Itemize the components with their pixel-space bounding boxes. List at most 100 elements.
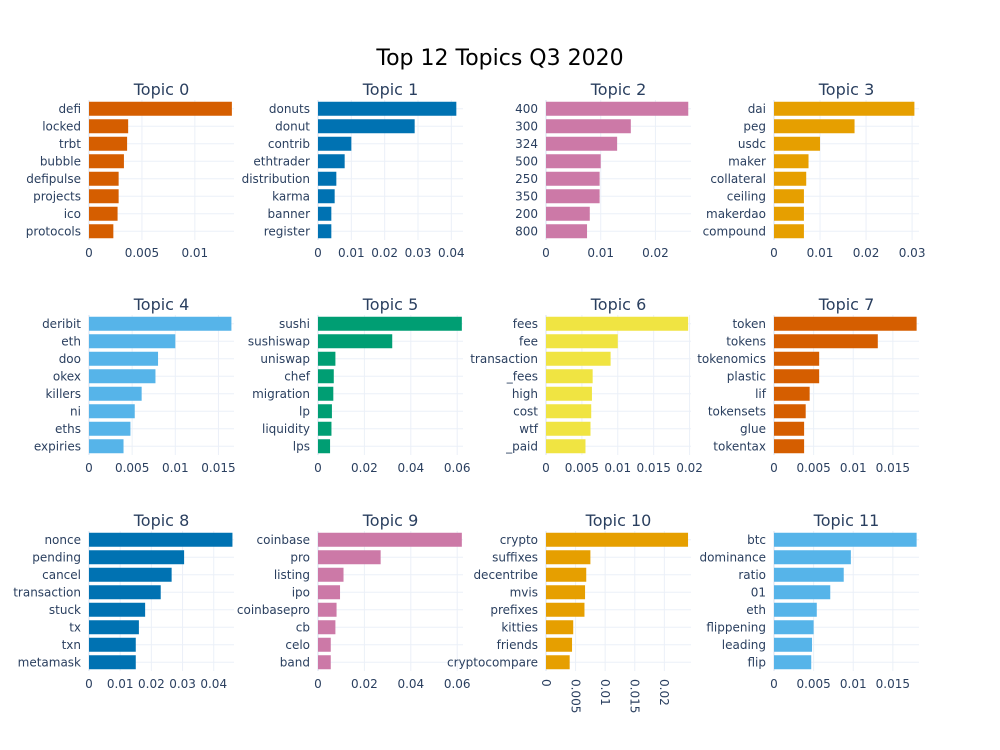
category-label: banner [268,207,311,221]
bar [89,386,142,401]
category-label: peg [743,119,766,133]
bar [318,532,462,547]
bar [546,421,591,436]
x-tick-label: 0.01 [807,246,834,260]
category-label: ico [64,207,81,221]
category-label: usdc [738,137,766,151]
category-label: ceiling [727,189,766,203]
category-label: expiries [34,439,81,453]
x-tick-label: 0.06 [444,461,471,475]
category-label: cost [513,404,538,418]
panel-topic-4: Topic 4 0 0.005 0.01 0.015 deribit eth doo okex k… [34,295,236,475]
panel-topic-8: Topic 8 0 0.01 0.02 0.03 0.04 nonce pending canc… [13,511,234,691]
bar [774,439,805,454]
category-label: dai [748,102,766,116]
x-tick-label: 0.01 [604,461,631,475]
bar [318,224,332,239]
bar [318,136,352,151]
bar [546,206,590,221]
category-label: _fees [506,369,538,383]
category-label: ni [70,404,81,418]
category-label: mvis [510,585,538,599]
bar [318,637,331,652]
bar [774,550,851,565]
bar [546,351,611,366]
bar [774,119,855,134]
bar [774,386,810,401]
bar [318,171,337,186]
bar [89,334,176,349]
category-label: ratio [738,568,766,582]
category-label: tokens [726,334,766,348]
bar [774,567,844,582]
category-label: transaction [470,352,538,366]
x-tick-label: 0.005 [796,677,830,691]
bar [774,189,804,204]
bar [774,369,820,384]
bar [774,154,809,169]
bar [546,316,689,331]
bar [89,602,146,617]
bar [546,404,592,419]
bar [89,404,135,419]
category-label: 400 [515,102,538,116]
category-label: tokensets [708,404,766,418]
category-label: suffixes [492,550,538,564]
category-label: sushiswap [248,334,310,348]
bar [89,224,114,239]
category-label: prefixes [490,603,538,617]
category-label: coinbase [257,533,310,547]
category-label: collateral [710,172,766,186]
category-label: lps [293,439,310,453]
x-tick-label: 0 [770,461,778,475]
x-tick-label: 0 [770,677,778,691]
x-tick-label: 0.015 [636,461,670,475]
category-label: contrib [268,137,310,151]
bar [546,602,585,617]
bar [318,351,336,366]
panel-title: Topic 11 [813,511,880,530]
bar [318,550,381,565]
bar [89,421,131,436]
x-tick-label: 0.005 [568,679,582,713]
category-label: chef [284,369,311,383]
category-label: cb [296,620,310,634]
x-tick-label: 0.04 [200,677,227,691]
category-label: 500 [515,154,538,168]
x-tick-label: 0.02 [657,679,671,706]
x-tick-label: 0.015 [628,679,642,713]
bar [546,136,618,151]
x-tick-label: 0 [85,677,93,691]
x-tick-label: 0.015 [201,461,235,475]
bar [546,369,593,384]
category-label: defipulse [26,172,81,186]
bar [318,189,335,204]
category-label: tokentax [713,439,766,453]
x-tick-label: 0.015 [876,461,910,475]
category-label: eth [61,334,81,348]
bar [89,171,119,186]
category-label: bubble [40,154,81,168]
panel-title: Topic 8 [133,511,190,530]
category-label: eth [746,603,766,617]
category-label: eths [55,422,81,436]
bar [318,439,331,454]
x-tick-label: 0.01 [181,246,208,260]
bar [546,101,689,116]
category-label: nonce [44,533,81,547]
bar [318,206,332,221]
bar [774,101,915,116]
bar [774,316,917,331]
category-label: compound [703,224,766,238]
category-label: projects [33,189,81,203]
category-label: lif [755,387,767,401]
bar [318,585,341,600]
x-tick-label: 0.01 [107,677,134,691]
x-tick-label: 0 [542,461,550,475]
bar [546,655,570,670]
category-label: coinbasepro [237,603,310,617]
category-label: flip [747,655,766,669]
category-label: token [732,317,766,331]
bar [318,655,331,670]
